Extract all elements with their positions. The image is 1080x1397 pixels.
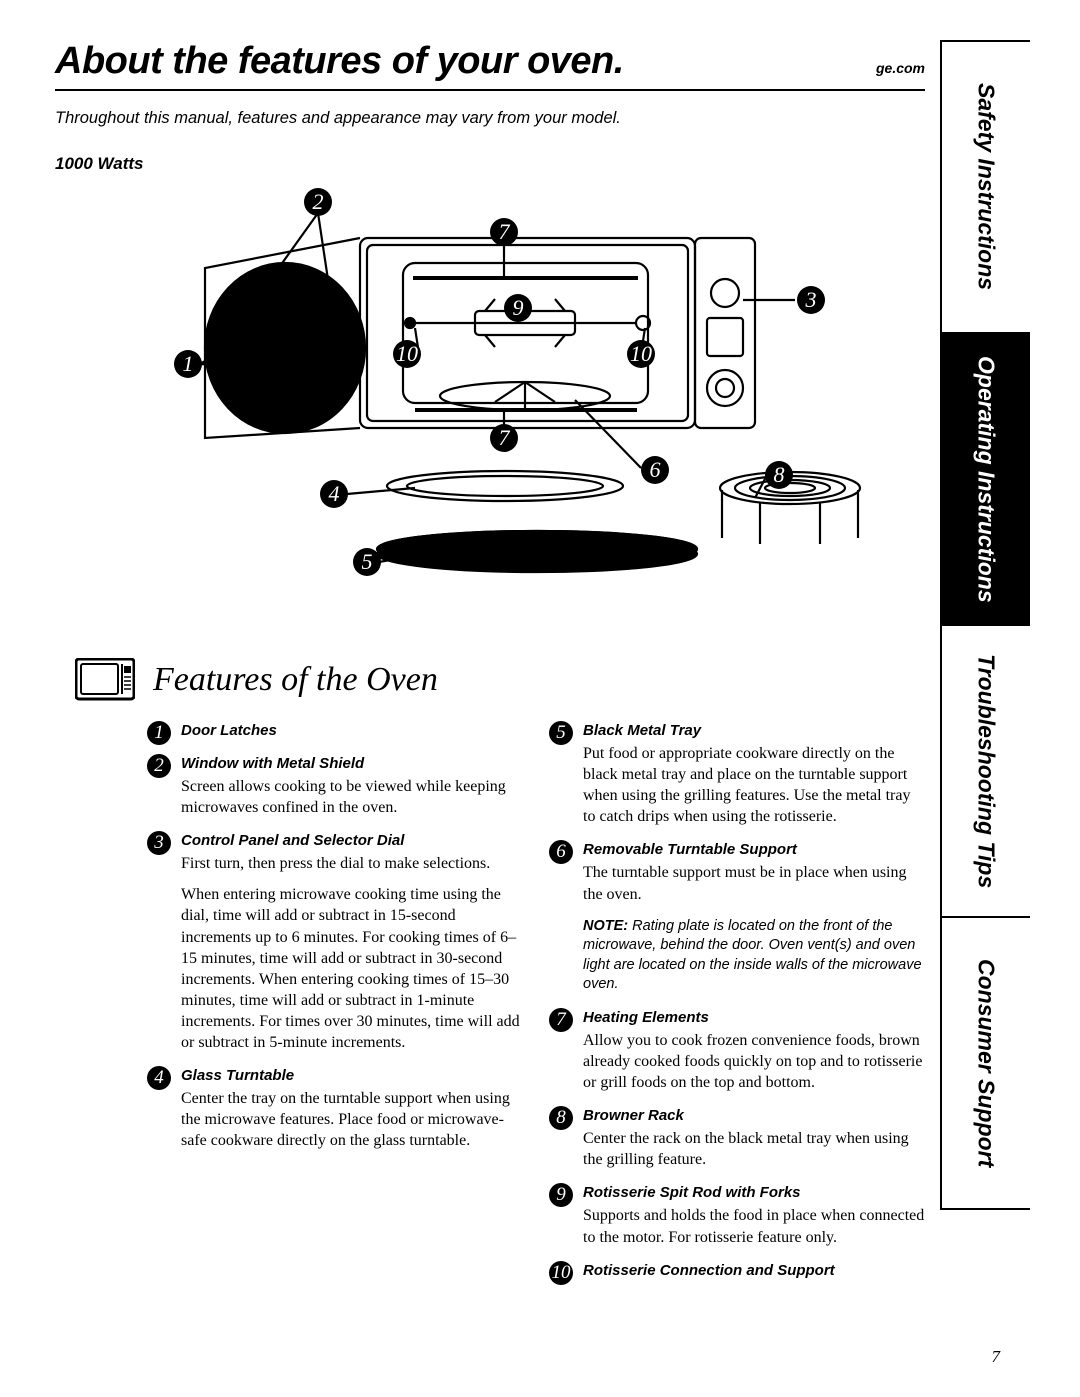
feature-item: 8 Browner RackCenter the rack on the blac… (549, 1105, 925, 1170)
feature-number-badge: 8 (549, 1106, 573, 1130)
feature-heading: Removable Turntable Support (583, 839, 925, 860)
callout-badge: 3 (797, 286, 825, 314)
feature-heading: Heating Elements (583, 1007, 925, 1028)
feature-heading: Rotisserie Spit Rod with Forks (583, 1182, 925, 1203)
callout-badge: 10 (393, 340, 421, 368)
callout-badge: 4 (320, 480, 348, 508)
feature-heading: Black Metal Tray (583, 720, 925, 741)
feature-heading: Browner Rack (583, 1105, 925, 1126)
callout-badge: 7 (490, 424, 518, 452)
feature-item: 7 Heating ElementsAllow you to cook froze… (549, 1007, 925, 1093)
callout-badge: 8 (765, 461, 793, 489)
callout-badge: 6 (641, 456, 669, 484)
page-title: About the features of your oven. (55, 40, 624, 83)
callout-badge: 5 (353, 548, 381, 576)
feature-body: Put food or appropriate cookware directl… (583, 743, 925, 827)
feature-number-badge: 1 (147, 721, 171, 745)
feature-number-badge: 7 (549, 1008, 573, 1032)
feature-heading: Door Latches (181, 720, 523, 741)
feature-body: Center the rack on the black metal tray … (583, 1128, 925, 1170)
callout-badge: 2 (304, 188, 332, 216)
feature-item: 4 Glass TurntableCenter the tray on the t… (147, 1065, 523, 1151)
side-tab: Troubleshooting Tips (942, 626, 1030, 918)
section-header: Features of the Oven (75, 658, 925, 702)
feature-item: 6 Removable Turntable SupportThe turntabl… (549, 839, 925, 904)
feature-heading: Rotisserie Connection and Support (583, 1260, 925, 1281)
feature-item: 9 Rotisserie Spit Rod with ForksSupports … (549, 1182, 925, 1247)
callout-badge: 1 (174, 350, 202, 378)
feature-item: 1Door Latches (147, 720, 523, 741)
feature-heading: Glass Turntable (181, 1065, 523, 1086)
feature-body: The turntable support must be in place w… (583, 862, 925, 904)
page-number: 7 (992, 1347, 1001, 1367)
feature-number-badge: 10 (549, 1261, 573, 1285)
feature-body: First turn, then press the dial to make … (181, 853, 523, 1053)
feature-columns: 1Door Latches2Window with Metal ShieldSc… (147, 720, 925, 1293)
feature-body: Supports and holds the food in place whe… (583, 1205, 925, 1247)
side-tab: Safety Instructions (942, 42, 1030, 334)
brand-url: ge.com (876, 60, 925, 76)
feature-item: 2 Window with Metal ShieldScreen allows c… (147, 753, 523, 818)
callout-badge: 9 (504, 294, 532, 322)
microwave-icon (75, 658, 135, 702)
side-tab: Operating Instructions (942, 334, 1030, 626)
page-content: About the features of your oven. ge.com … (55, 40, 925, 1357)
feature-number-badge: 9 (549, 1183, 573, 1207)
feature-item: 3 Control Panel and Selector DialFirst tu… (147, 830, 523, 1053)
callout-badge: 10 (627, 340, 655, 368)
left-column: 1Door Latches2Window with Metal ShieldSc… (147, 720, 523, 1293)
feature-heading: Window with Metal Shield (181, 753, 523, 774)
feature-body: Allow you to cook frozen convenience foo… (583, 1030, 925, 1093)
callout-badge: 7 (490, 218, 518, 246)
feature-number-badge: 2 (147, 754, 171, 778)
feature-number-badge: 5 (549, 721, 573, 745)
feature-number-badge: 3 (147, 831, 171, 855)
feature-number-badge: 6 (549, 840, 573, 864)
wattage-label: 1000 Watts (55, 154, 925, 174)
title-row: About the features of your oven. ge.com (55, 40, 925, 91)
section-title: Features of the Oven (153, 661, 438, 699)
note-text: NOTE: Rating plate is located on the fro… (583, 917, 925, 995)
oven-diagram: 2 7 9 3 10 10 1 7 6 8 4 5 (55, 178, 925, 618)
feature-number-badge: 4 (147, 1066, 171, 1090)
side-tab: Consumer Support (942, 918, 1030, 1208)
feature-item: 10Rotisserie Connection and Support (549, 1260, 925, 1281)
side-tabs: Safety InstructionsOperating Instruction… (940, 40, 1030, 1210)
intro-text: Throughout this manual, features and app… (55, 109, 925, 128)
right-column: 5 Black Metal TrayPut food or appropriate… (549, 720, 925, 1293)
feature-body: Center the tray on the turntable support… (181, 1088, 523, 1151)
feature-heading: Control Panel and Selector Dial (181, 830, 523, 851)
feature-body: Screen allows cooking to be viewed while… (181, 776, 523, 818)
feature-item: 5 Black Metal TrayPut food or appropriate… (549, 720, 925, 827)
oven-svg (55, 178, 925, 618)
